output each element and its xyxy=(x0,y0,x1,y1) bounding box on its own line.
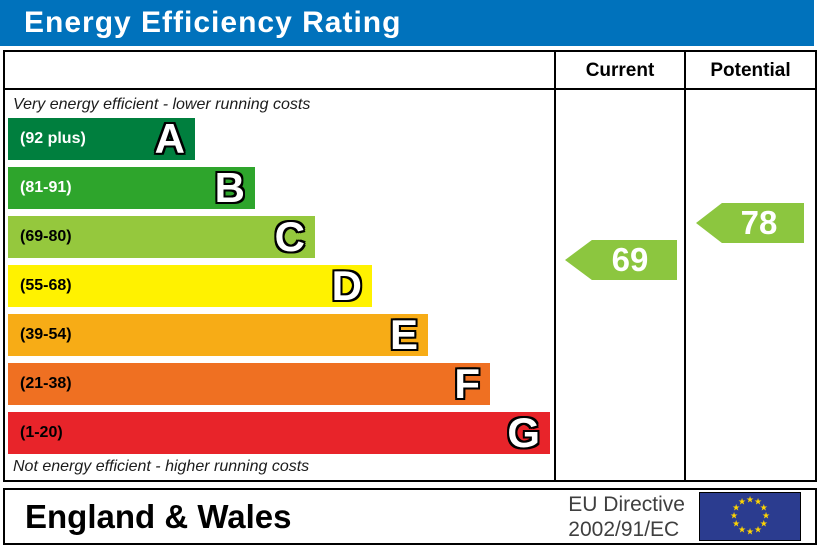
eu-flag-icon: ★ ★ ★ ★ ★ ★ ★ ★ ★ ★ ★ ★ xyxy=(699,492,801,541)
band-e: (39-54) E xyxy=(8,314,428,356)
band-a: (92 plus) A xyxy=(8,118,195,160)
page-title: Energy Efficiency Rating xyxy=(0,0,814,46)
band-letter: D xyxy=(331,262,362,309)
eu-flag-star-icon: ★ xyxy=(737,496,747,507)
current-rating-value: 69 xyxy=(611,241,649,278)
band-g: (1-20) G xyxy=(8,412,550,454)
band-c: (69-80) C xyxy=(8,216,315,258)
eu-flag-star-icon: ★ xyxy=(759,502,768,513)
band-letter: F xyxy=(454,360,480,407)
band-b: (81-91) B xyxy=(8,167,255,209)
column-header-current: Current xyxy=(585,60,655,81)
band-area: Very energy efficient - lower running co… xyxy=(5,90,554,480)
eu-flag-star-icon: ★ xyxy=(732,518,741,529)
eu-flag-star-icon: ★ xyxy=(729,510,739,521)
region-label: England & Wales xyxy=(25,497,292,535)
eu-flag-star-icon: ★ xyxy=(753,524,763,535)
band-range-label: (21-38) xyxy=(20,375,72,392)
eu-flag-star-icon: ★ xyxy=(753,496,763,507)
band-range-label: (1-20) xyxy=(20,424,63,441)
potential-rating-arrow: 78 xyxy=(696,203,804,243)
footer: England & Wales EU Directive 2002/91/EC … xyxy=(3,488,817,545)
band-d: (55-68) D xyxy=(8,265,372,307)
band-range-label: (81-91) xyxy=(20,179,72,196)
band-range-label: (69-80) xyxy=(20,228,72,245)
eu-flag-star-icon: ★ xyxy=(745,494,755,505)
bottom-note: Not energy efficient - higher running co… xyxy=(13,458,310,475)
eu-flag-star-icon: ★ xyxy=(761,510,771,521)
eu-flag-star-icon: ★ xyxy=(745,526,755,537)
current-rating-arrow: 69 xyxy=(565,240,677,280)
potential-rating-value: 78 xyxy=(740,204,778,241)
eu-directive-label: EU Directive 2002/91/EC xyxy=(568,492,699,542)
band-range-label: (39-54) xyxy=(20,326,72,343)
column-divider xyxy=(684,52,686,480)
column-divider xyxy=(554,52,556,480)
band-letter: E xyxy=(389,311,418,358)
eu-flag-star-icon: ★ xyxy=(737,524,747,535)
band-f: (21-38) F xyxy=(8,363,490,405)
eu-flag-star-icon: ★ xyxy=(732,502,741,513)
band-letter: C xyxy=(274,213,305,260)
band-letter: A xyxy=(154,115,185,162)
eu-flag-star-icon: ★ xyxy=(759,518,768,529)
eu-directive-line2: 2002/91/EC xyxy=(568,517,680,541)
energy-efficiency-chart: Current Potential Very energy efficient … xyxy=(3,50,817,482)
band-range-label: (92 plus) xyxy=(20,130,86,147)
chart-header-row: Current Potential xyxy=(5,52,815,90)
band-letter: G xyxy=(507,409,540,456)
band-letter: B xyxy=(214,164,245,211)
band-range-label: (55-68) xyxy=(20,277,72,294)
rating-bands: (92 plus) A (81-91) B (69-80) C (55-68) D (39-54… xyxy=(8,118,550,461)
eu-directive-line1: EU Directive xyxy=(568,492,685,516)
column-header-potential: Potential xyxy=(710,60,791,81)
top-note: Very energy efficient - lower running co… xyxy=(13,96,311,113)
